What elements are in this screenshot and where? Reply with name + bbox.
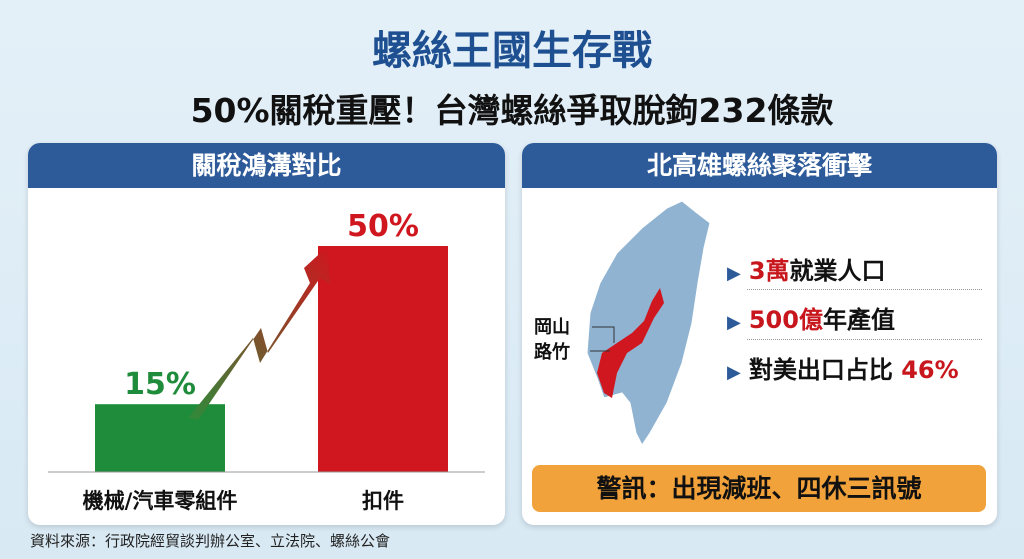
bar-1 <box>318 246 448 472</box>
stat-export-share: ▶ 對美出口占比 46% <box>727 356 959 384</box>
map-label-luzhu: 路竹 <box>534 342 570 363</box>
page-title: 螺絲王國生存戰 <box>372 28 652 74</box>
data-label: 15% <box>124 367 196 402</box>
triangle-bullet-icon: ▶ <box>727 362 741 383</box>
tariff-comparison-panel: 關稅鴻溝對比 15% 機械/汽車零組件 50% 扣件 <box>28 143 505 525</box>
trend-arrow-icon <box>188 246 330 420</box>
category-label: 機械/汽車零組件 <box>83 489 238 513</box>
panel-header: 北高雄螺絲聚落衝擊 <box>522 143 997 188</box>
taiwan-map <box>586 200 711 446</box>
cluster-impact-panel: 北高雄螺絲聚落衝擊 岡山 路竹 ▶ 3萬就業人口 ▶ 500億年產值 ▶ 對美出口占比… <box>522 143 997 525</box>
panel-header: 關稅鴻溝對比 <box>28 143 505 188</box>
bar-0 <box>95 404 225 472</box>
data-label: 50% <box>347 209 419 244</box>
map-label-gangshan: 岡山 <box>534 317 570 338</box>
triangle-bullet-icon: ▶ <box>727 312 741 333</box>
page-subtitle: 50%關稅重壓！台灣螺絲爭取脫鉤232條款 <box>190 91 834 130</box>
warning-banner: 警訊：出現減班、四休三訊號 <box>532 465 986 512</box>
stat-employment: ▶ 3萬就業人口 <box>727 257 886 285</box>
bar-chart: 15% 機械/汽車零組件 50% 扣件 <box>48 209 485 513</box>
kaohsiung-highlight <box>597 288 664 398</box>
source-note: 資料來源：行政院經貿談判辦公室、立法院、螺絲公會 <box>30 532 391 550</box>
triangle-bullet-icon: ▶ <box>727 263 741 284</box>
stat-output: ▶ 500億年產值 <box>727 306 895 334</box>
category-label: 扣件 <box>362 489 404 513</box>
